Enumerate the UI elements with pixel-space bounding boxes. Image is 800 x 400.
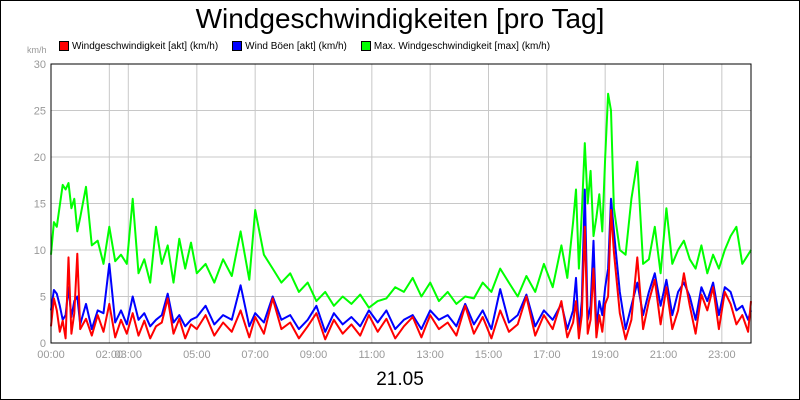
legend-label-max: Max. Windgeschwindigkeit [max] (km/h): [373, 40, 551, 52]
x-tick-label: 02:00: [96, 349, 124, 361]
y-axis-unit: km/h: [27, 45, 47, 55]
legend-swatch-akt: [59, 41, 69, 51]
y-tick-label: 5: [40, 292, 46, 304]
legend-label-akt: Windgeschwindigkeit [akt] (km/h): [72, 40, 219, 52]
x-tick-label: 09:00: [300, 349, 328, 361]
legend-item-max: Max. Windgeschwindigkeit [max] (km/h): [360, 40, 551, 52]
x-tick-label: 21:00: [650, 349, 678, 361]
plot-border: [50, 63, 752, 344]
legend-swatch-boeen: [232, 41, 243, 51]
x-tick-label: 05:00: [183, 349, 211, 361]
x-tick-label: 19:00: [591, 349, 619, 361]
y-tick-label: 30: [34, 59, 46, 71]
x-tick-label: 23:00: [708, 349, 736, 361]
legend-item-akt: Windgeschwindigkeit [akt] (km/h): [59, 41, 218, 52]
chart-title: Windgeschwindigkeiten [pro Tag]: [195, 3, 605, 34]
x-tick-label: 03:00: [115, 349, 143, 361]
y-tick-label: 20: [34, 152, 46, 164]
x-tick-label: 00:00: [37, 349, 65, 361]
series-line-akt: [50, 209, 752, 341]
date-label: 21.05: [376, 369, 424, 390]
x-tick-label: 11:00: [358, 349, 385, 361]
series-line-max: [50, 92, 752, 309]
legend: Windgeschwindigkeit [akt] (km/h) Wind Bö…: [59, 39, 564, 53]
x-tick-label: 07:00: [241, 349, 269, 361]
legend-swatch-max: [360, 41, 371, 51]
y-tick-label: 25: [34, 106, 46, 118]
legend-label-boeen: Wind Böen [akt] (km/h): [245, 40, 347, 52]
y-tick-label: 10: [34, 245, 46, 257]
legend-item-boeen: Wind Böen [akt] (km/h): [232, 41, 347, 52]
x-tick-label: 13:00: [416, 349, 444, 361]
y-tick-label: 0: [40, 338, 46, 350]
series-line-boeen: [50, 188, 752, 333]
x-tick-label: 15:00: [475, 349, 503, 361]
x-tick-label: 17:00: [533, 349, 561, 361]
y-tick-label: 15: [34, 199, 46, 211]
